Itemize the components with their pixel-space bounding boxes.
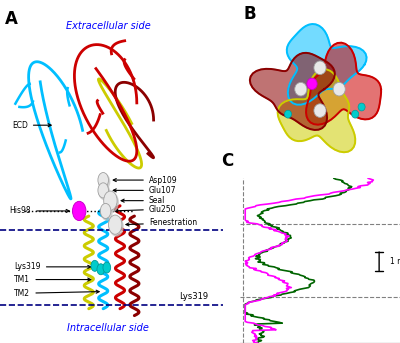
Circle shape [333, 82, 345, 96]
Text: Fenestration: Fenestration [126, 218, 197, 227]
Circle shape [108, 215, 122, 234]
Circle shape [104, 191, 117, 210]
Text: His98: His98 [10, 206, 69, 215]
Circle shape [98, 173, 108, 188]
Text: Intracellular side: Intracellular side [67, 323, 149, 333]
Circle shape [102, 205, 112, 220]
Text: Lys319: Lys319 [179, 292, 208, 301]
Text: C: C [221, 152, 233, 170]
Text: Asp109: Asp109 [113, 176, 178, 185]
Circle shape [352, 110, 359, 118]
Text: TM2: TM2 [14, 289, 99, 298]
Circle shape [98, 183, 108, 198]
Circle shape [284, 110, 292, 118]
Polygon shape [250, 53, 335, 130]
Circle shape [295, 82, 307, 96]
Circle shape [99, 185, 110, 200]
Text: Extracellular side: Extracellular side [66, 21, 150, 31]
Text: 1 nm: 1 nm [390, 257, 400, 266]
Circle shape [105, 193, 118, 212]
Circle shape [100, 203, 111, 218]
Text: A: A [5, 10, 18, 28]
Text: Glu250: Glu250 [115, 205, 176, 214]
Polygon shape [287, 24, 366, 105]
Circle shape [97, 264, 105, 275]
Circle shape [358, 103, 365, 111]
Circle shape [99, 174, 110, 189]
Text: Lys319: Lys319 [14, 262, 91, 271]
Circle shape [314, 104, 326, 117]
Circle shape [314, 61, 326, 74]
Circle shape [72, 201, 86, 221]
Circle shape [103, 262, 111, 273]
Circle shape [110, 217, 123, 236]
Text: TM1: TM1 [14, 275, 91, 284]
Polygon shape [278, 69, 355, 152]
Text: Seal: Seal [121, 196, 165, 205]
Circle shape [91, 260, 99, 271]
Text: ECD: ECD [12, 121, 51, 130]
Text: Glu107: Glu107 [113, 186, 176, 195]
Polygon shape [306, 43, 381, 125]
Text: B: B [243, 5, 256, 23]
Circle shape [307, 78, 317, 90]
